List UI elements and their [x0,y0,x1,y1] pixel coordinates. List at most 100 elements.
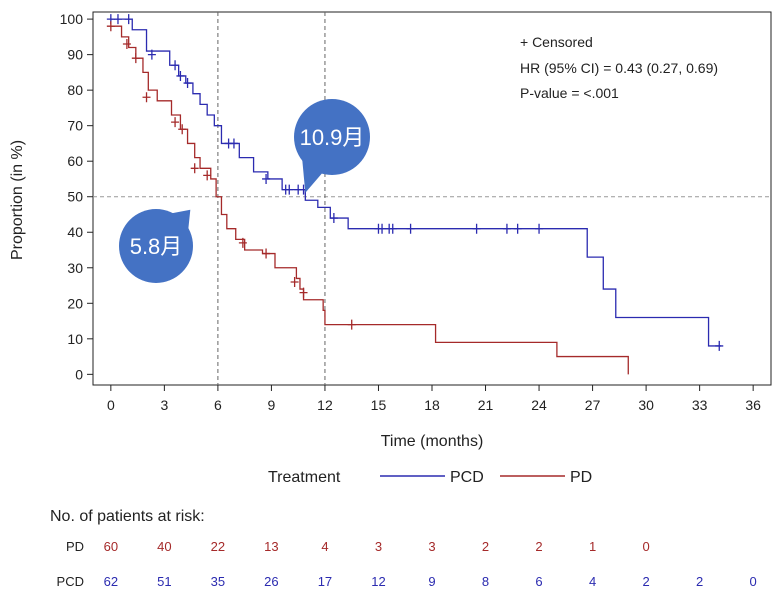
y-tick-label: 20 [67,295,83,311]
risk-value-pd: 2 [535,539,542,554]
censor-mark-pcd [285,184,294,195]
y-tick-label: 90 [67,47,83,63]
y-axis-title: Proportion (in %) [9,140,26,260]
censor-mark-pd [106,21,115,32]
x-tick-label: 18 [424,397,440,413]
risk-value-pd: 3 [428,539,435,554]
p-value-text: P-value = <.001 [520,85,619,101]
censor-mark-pcd [147,49,156,60]
risk-value-pd: 22 [211,539,225,554]
censor-mark-pd [190,163,199,174]
x-tick-label: 0 [107,397,115,413]
censor-mark-pcd [406,223,415,234]
risk-value-pcd: 62 [104,574,118,589]
risk-value-pcd: 8 [482,574,489,589]
y-tick-label: 10 [67,331,83,347]
risk-table-title: No. of patients at risk: [50,508,205,525]
risk-value-pcd: 9 [428,574,435,589]
x-tick-label: 15 [371,397,387,413]
censor-mark-pcd [183,78,192,89]
x-tick-label: 27 [585,397,601,413]
y-axis: 0 10 20 30 40 50 60 70 80 90 100 [60,11,93,382]
censor-mark-pcd [329,213,338,224]
y-tick-label: 50 [67,189,83,205]
km-line-pd [110,25,629,375]
x-tick-label: 6 [214,397,222,413]
risk-value-pd: 40 [157,539,171,554]
plot-area: 10.9月 5.8月 + Censored HR (95% CI) = 0.43 … [92,11,772,386]
risk-value-pcd: 6 [535,574,542,589]
censor-mark-pcd [535,223,544,234]
censor-mark-pcd [513,223,522,234]
censor-mark-pd [347,319,356,330]
risk-value-pd: 2 [482,539,489,554]
risk-value-pd: 4 [321,539,328,554]
censor-mark-pd [122,38,131,49]
y-tick-label: 60 [67,153,83,169]
legend-title: Treatment [268,469,341,486]
y-tick-label: 30 [67,260,83,276]
x-tick-label: 21 [478,397,494,413]
risk-value-pd: 60 [104,539,118,554]
risk-value-pd: 1 [589,539,596,554]
censor-mark-pcd [378,223,387,234]
y-tick-label: 100 [60,11,84,27]
x-tick-label: 9 [268,397,276,413]
risk-value-pd: 3 [375,539,382,554]
risk-value-pd: 0 [642,539,649,554]
x-axis: 0 3 6 9 12 15 18 21 24 27 30 33 36 [107,385,761,413]
y-tick-label: 70 [67,118,83,134]
hazard-ratio-text: HR (95% CI) = 0.43 (0.27, 0.69) [520,60,718,76]
risk-value-pcd: 2 [696,574,703,589]
callout-bubble-pd [119,209,193,283]
callout-text-pd: 5.8月 [130,234,183,259]
censor-mark-pcd [262,173,271,184]
km-line-pcd [110,18,722,347]
censored-legend-text: + Censored [520,34,593,50]
risk-value-pcd: 51 [157,574,171,589]
censor-mark-pd [171,117,180,128]
censor-mark-pd [142,92,151,103]
risk-row-label-pcd: PCD [57,574,84,589]
censor-mark-pd [131,53,140,64]
series-layer [106,14,724,375]
risk-value-pcd: 12 [371,574,385,589]
censor-mark-pd [178,124,187,135]
x-tick-label: 24 [531,397,547,413]
y-tick-label: 0 [75,366,83,382]
censor-mark-pcd [113,14,122,25]
censor-mark-pd [290,276,299,287]
risk-value-pcd: 0 [750,574,757,589]
censor-mark-pd [203,170,212,181]
legend-label-pd: PD [570,469,592,486]
x-tick-label: 30 [638,397,654,413]
x-tick-label: 36 [745,397,761,413]
risk-value-pcd: 26 [264,574,278,589]
censor-mark-pcd [472,223,481,234]
x-axis-title: Time (months) [381,433,484,450]
x-tick-label: 3 [160,397,168,413]
risk-row-label-pd: PD [66,539,84,554]
callout-text-pcd: 10.9月 [300,125,365,150]
censor-mark-pcd [176,70,185,81]
censor-mark-pd [299,287,308,298]
risk-value-pcd: 2 [642,574,649,589]
censor-mark-pcd [502,223,511,234]
median-callouts: 10.9月 5.8月 [119,99,370,283]
callout-bubble-pcd [294,99,370,175]
y-tick-label: 80 [67,82,83,98]
legend: Treatment PCD PD [268,469,592,486]
censor-mark-pd [262,248,271,259]
y-tick-label: 40 [67,224,83,240]
censor-mark-pcd [171,60,180,71]
risk-table: No. of patients at risk: PD 60 40 22 13 4 3 3 2 2… [50,508,757,589]
censor-mark-pcd [229,138,238,149]
risk-value-pd: 13 [264,539,278,554]
censor-mark-pd [238,237,247,248]
censor-mark-pcd [388,223,397,234]
censor-mark-pcd [715,340,724,351]
risk-value-pcd: 35 [211,574,225,589]
risk-value-pcd: 17 [318,574,332,589]
legend-label-pcd: PCD [450,469,484,486]
